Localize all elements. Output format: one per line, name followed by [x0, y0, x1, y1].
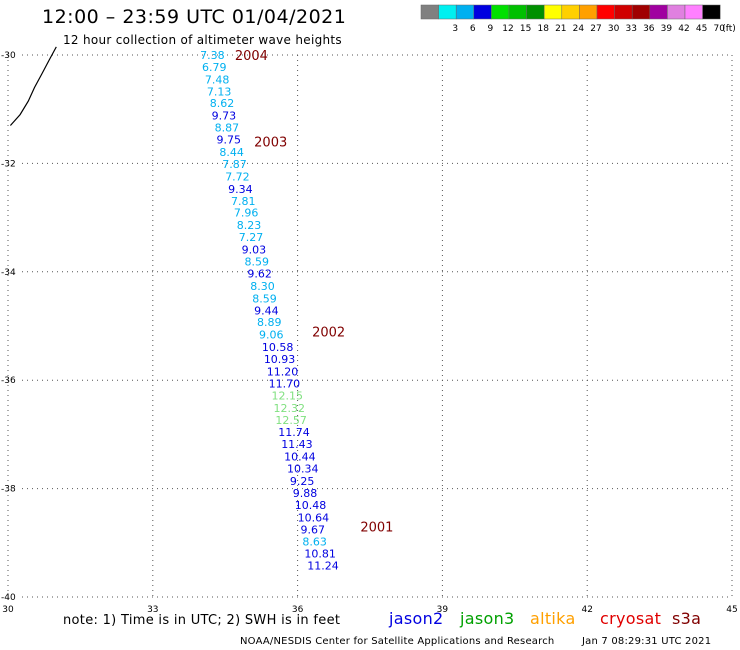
wave-height-label: 7.81	[231, 195, 256, 208]
wave-height-label: 9.06	[259, 329, 284, 342]
wave-height-label: 8.44	[219, 146, 244, 159]
page-title: 12:00 – 23:59 UTC 01/04/2021	[42, 6, 347, 28]
track-time-label: 2002	[312, 325, 345, 340]
y-tick-label: -30	[1, 51, 16, 61]
wave-height-label: 10.81	[304, 548, 336, 561]
wave-height-label: 9.03	[242, 244, 266, 257]
wave-height-label: 10.44	[284, 451, 316, 464]
satellite-legend-altika: altika	[530, 609, 576, 628]
x-tick-label: 45	[726, 605, 737, 615]
x-tick-label: 36	[292, 605, 304, 615]
wave-height-label: 9.73	[212, 110, 237, 123]
satellite-legend-cryosat: cryosat	[600, 609, 662, 628]
wave-height-label: 8.23	[237, 219, 262, 232]
legend-tick-label: 18	[537, 24, 549, 34]
legend-tick-label: 9	[488, 24, 494, 34]
wave-height-label: 7.27	[239, 231, 264, 244]
legend-tick-label: 70	[713, 24, 725, 34]
wave-height-label: 8.62	[210, 97, 235, 110]
x-tick-label: 30	[2, 605, 14, 615]
wave-height-label: 11.24	[307, 560, 339, 573]
x-tick-label: 33	[147, 605, 158, 615]
wave-height-label: 11.74	[278, 426, 310, 439]
units-note: note: 1) Time is in UTC; 2) SWH is in fe…	[63, 613, 341, 628]
wave-height-label: 9.67	[300, 523, 325, 536]
footer-credit: NOAA/NESDIS Center for Satellite Applica…	[240, 636, 555, 647]
wave-height-label: 9.25	[290, 475, 315, 488]
wave-height-label: 8.63	[302, 536, 327, 549]
wave-height-label: 7.96	[234, 207, 259, 220]
wave-height-label: 8.30	[250, 280, 274, 293]
legend-tick-label: 21	[555, 24, 566, 34]
color-scale-legend: 3 6 9 12 15 18 21 24 27 30 33 36 39 42 45 70(ft)	[420, 4, 736, 34]
track-time-label: 2003	[254, 136, 287, 151]
satellite-legend-jason2: jason2	[389, 609, 444, 628]
wave-height-label: 12.57	[275, 414, 307, 427]
wave-height-label: 9.62	[247, 267, 271, 280]
legend-tick-label: 45	[696, 24, 707, 34]
y-tick-label: -40	[1, 593, 16, 603]
wave-height-label: 11.20	[267, 366, 299, 379]
wave-height-label: 10.93	[264, 353, 296, 366]
wave-height-label: 12.15	[272, 389, 304, 402]
y-tick-label: -38	[1, 485, 16, 495]
x-tick-label: 42	[581, 605, 592, 615]
wave-height-label: 7.48	[205, 73, 230, 86]
wave-height-label: 11.43	[281, 438, 313, 451]
legend-tick-label: 39	[661, 24, 673, 34]
legend-tick-label: 42	[678, 24, 689, 34]
y-tick-label: -34	[1, 268, 16, 278]
legend-tick-label: 15	[520, 24, 531, 34]
wave-height-label: 11.70	[269, 377, 301, 390]
wave-height-label: 10.58	[262, 341, 294, 354]
y-tick-label: -32	[1, 159, 16, 169]
legend-unit-label: (ft)	[722, 24, 736, 34]
wave-height-label: 9.75	[217, 134, 242, 147]
wave-height-label: 8.87	[215, 122, 240, 135]
wave-height-label: 9.34	[228, 183, 253, 196]
wave-height-label: 10.34	[287, 463, 319, 476]
legend-tick-label: 27	[590, 24, 601, 34]
coastline	[9, 46, 57, 126]
wave-height-label: 8.59	[252, 292, 277, 305]
legend-tick-label: 6	[470, 24, 476, 34]
legend-tick-label: 36	[643, 24, 655, 34]
wave-height-label: 7.38	[200, 49, 225, 62]
legend-tick-label: 24	[573, 24, 585, 34]
wave-height-label: 10.64	[298, 511, 330, 524]
footer-date: Jan 7 08:29:31 UTC 2021	[582, 636, 712, 647]
wave-height-label: 8.89	[257, 316, 282, 329]
wave-height-label: 8.59	[245, 256, 269, 269]
legend-tick-label: 30	[608, 24, 620, 34]
wave-height-label: 9.44	[254, 304, 279, 317]
page-subtitle: 12 hour collection of altimeter wave hei…	[63, 33, 342, 47]
wave-height-label: 7.87	[222, 158, 247, 171]
wave-height-label: 7.13	[207, 85, 232, 98]
wave-height-label: 12.32	[273, 402, 305, 415]
legend-swatch	[702, 4, 721, 20]
wave-height-label: 10.48	[295, 499, 327, 512]
wave-height-label: 9.88	[293, 487, 318, 500]
legend-tick-label: 33	[625, 24, 636, 34]
wave-height-label: 7.72	[225, 170, 250, 183]
legend-tick-label: 3	[452, 24, 458, 34]
legend-tick-label: 12	[502, 24, 513, 34]
wave-height-label: 6.79	[202, 61, 227, 74]
satellite-legend-s3a: s3a	[672, 609, 702, 628]
y-tick-label: -36	[1, 376, 16, 386]
x-tick-label: 39	[437, 605, 449, 615]
track-time-label: 2001	[360, 521, 393, 536]
satellite-legend-jason3: jason3	[460, 609, 515, 628]
track-time-label: 2004	[235, 49, 268, 64]
